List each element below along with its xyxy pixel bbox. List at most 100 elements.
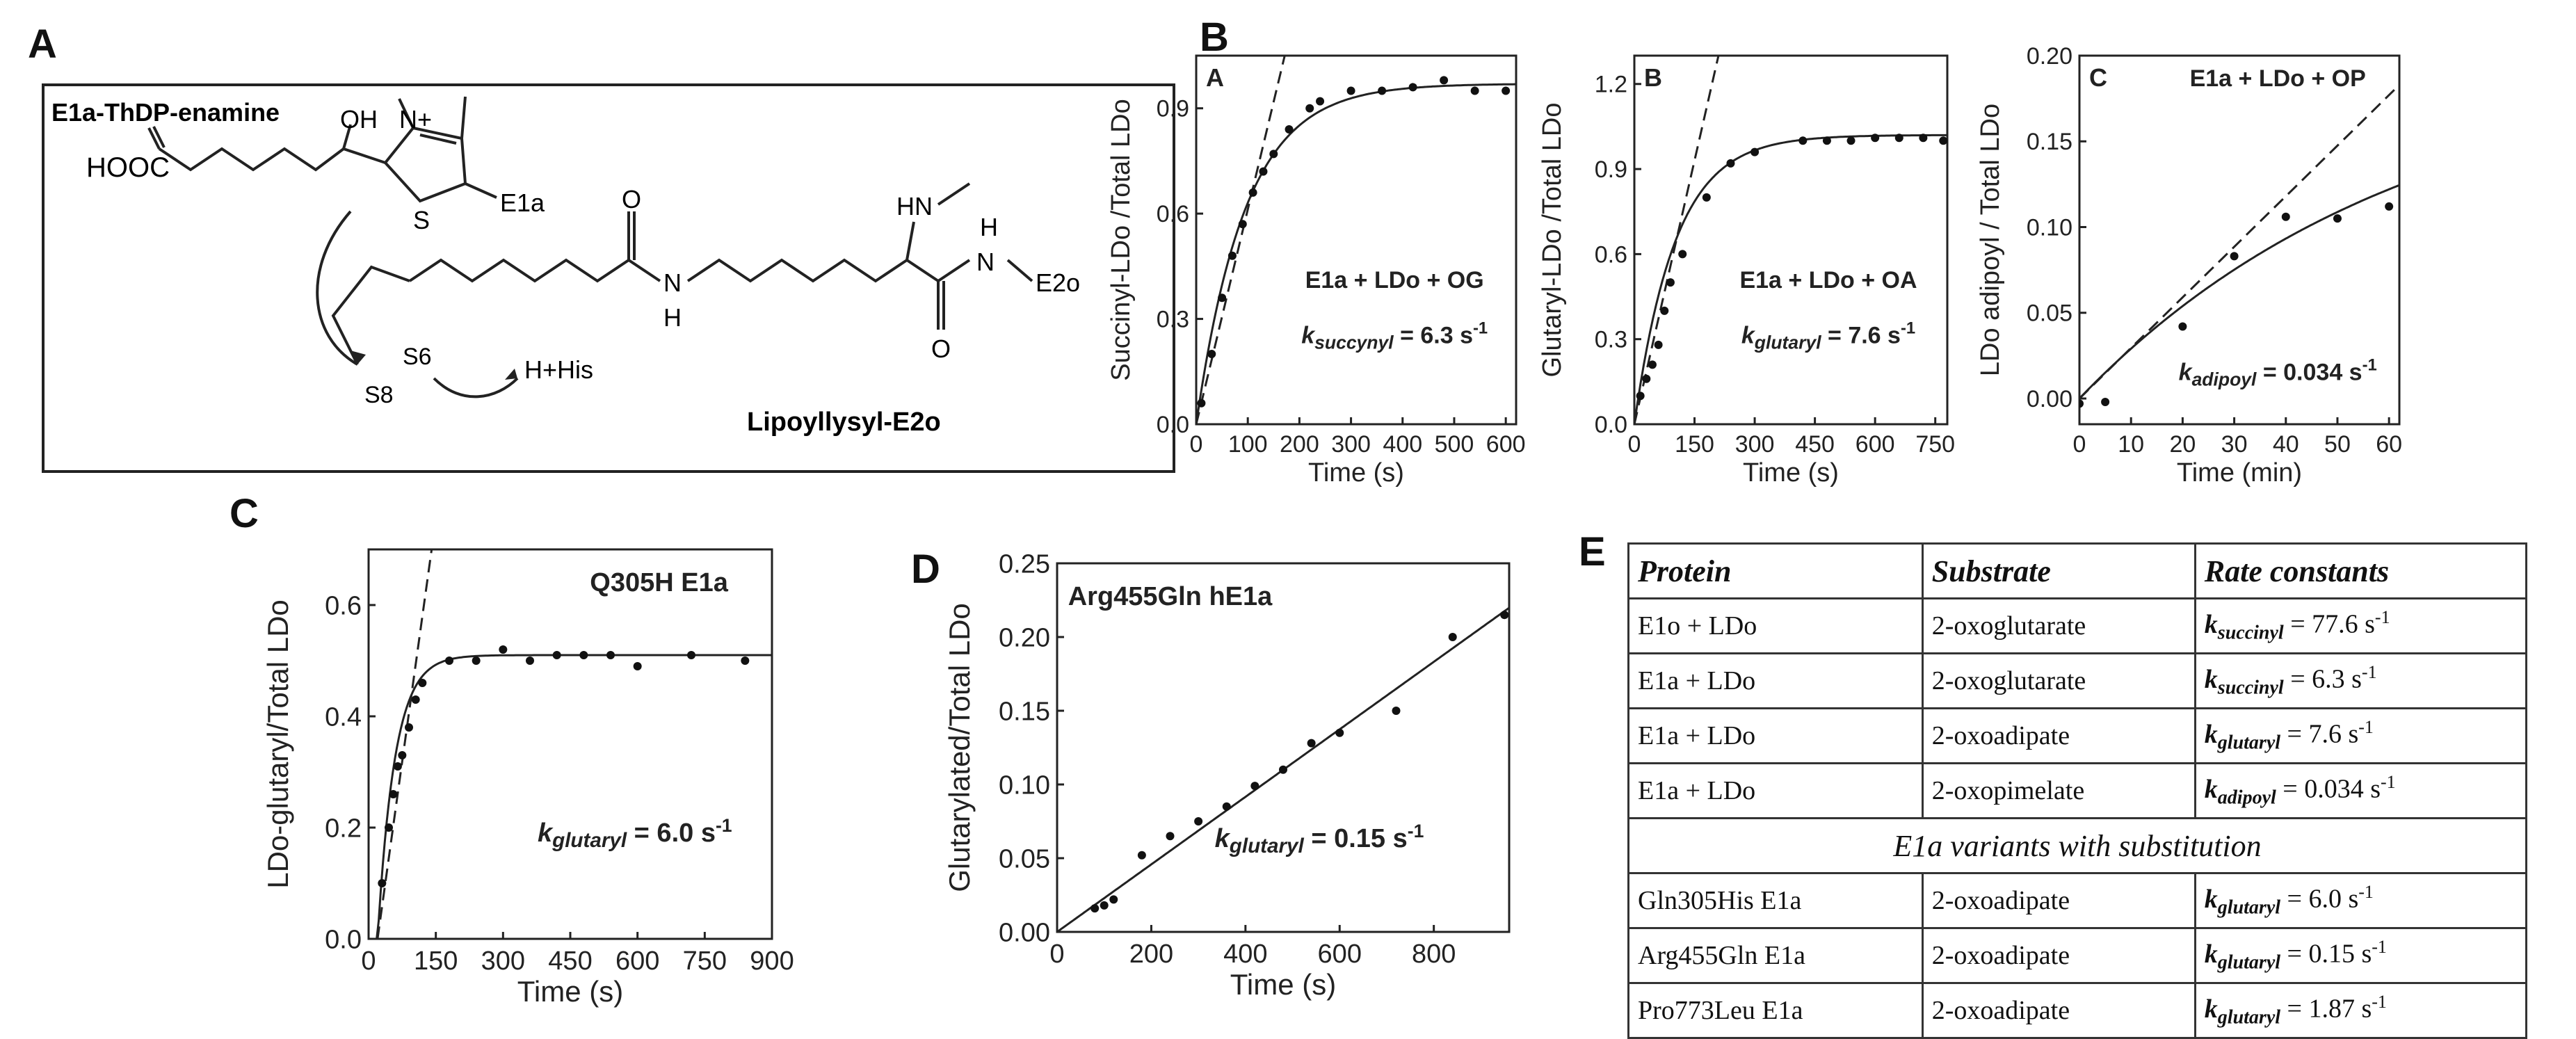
fit-curve xyxy=(2079,184,2399,400)
k-value: = 77.6 s xyxy=(2283,610,2375,640)
rate-annotation: kglutaryl = 7.6 s-1 xyxy=(1741,319,1915,353)
data-point xyxy=(445,657,453,665)
x-axis-label: Time (s) xyxy=(517,975,623,1008)
x-axis-label: Time (s) xyxy=(1230,968,1336,1001)
data-point xyxy=(1500,611,1509,620)
x-tick-label: 500 xyxy=(1435,431,1474,458)
x-tick-label: 200 xyxy=(1129,940,1173,969)
k-symbol: ksuccinyl xyxy=(2204,610,2284,644)
k-value: = 6.3 s xyxy=(2283,665,2362,695)
k-exponent: -1 xyxy=(2358,717,2374,738)
mech-n: N xyxy=(663,268,682,297)
data-point xyxy=(1269,150,1278,159)
data-point xyxy=(1250,782,1259,791)
rate-constant-cell: kglutaryl = 0.15 s-1 xyxy=(2193,927,2528,984)
data-point xyxy=(1248,188,1257,197)
data-point xyxy=(1636,392,1645,401)
y-tick-label: 0.10 xyxy=(999,771,1050,800)
mech-s6: S6 xyxy=(403,344,432,370)
rate-k-subscript: succynyl xyxy=(1314,332,1394,353)
rate-annotation: kglutaryl = 0.15 s-1 xyxy=(1215,821,1424,857)
data-point xyxy=(1894,134,1903,143)
mech-his: H+His xyxy=(524,355,593,384)
fit-curve xyxy=(369,654,772,939)
data-point xyxy=(1408,83,1417,92)
plot-frame xyxy=(1195,54,1518,426)
data-point xyxy=(2385,202,2394,211)
substrate-cell: 2-oxoglutarate xyxy=(1921,652,2196,709)
y-tick-label: 0.0 xyxy=(325,925,362,954)
x-tick-label: 0 xyxy=(361,947,376,976)
y-tick-label: 0.00 xyxy=(2027,386,2072,412)
k-exponent: -1 xyxy=(2381,772,2396,793)
data-point xyxy=(579,651,588,659)
data-point xyxy=(1939,136,1947,145)
x-tick-label: 150 xyxy=(1675,431,1714,458)
x-tick-label: 150 xyxy=(414,947,458,976)
table-span-row: E1a variants with substitution xyxy=(1627,817,2527,874)
rate-k-exponent: -1 xyxy=(1473,319,1488,337)
rate-constant-cell: kadipoyl = 0.034 s-1 xyxy=(2193,762,2528,819)
data-point xyxy=(411,695,420,704)
rate-constants-table: Protein Substrate Rate constants E1o + L… xyxy=(1627,542,2528,1039)
protein-cell: Gln305His E1a xyxy=(1627,872,1924,929)
mechanism-structure: E1a-ThDP-enamine HOOC OH N+ S E1a O N H … xyxy=(51,96,1080,437)
rate-k-value: = 6.0 s xyxy=(627,819,716,848)
protein-cell: E1o + LDo xyxy=(1627,597,1924,654)
table-row: Pro773Leu E1a 2-oxoadipate kglutaryl = 1.8… xyxy=(1627,982,2528,1039)
y-tick-label: 0.3 xyxy=(1157,306,1189,332)
y-tick-label: 0.2 xyxy=(325,814,362,843)
chart-b3-adipoyl: 0 10 20 30 40 50 60 0.00 0.05 0.10 0.15 0.20 Time (m… xyxy=(1976,43,2402,488)
data-point xyxy=(1648,360,1657,369)
k-symbol: kglutaryl xyxy=(2204,720,2281,754)
x-tick-label: 450 xyxy=(548,947,592,976)
data-point xyxy=(1678,250,1687,259)
substrate-cell: 2-oxoadipate xyxy=(1921,707,2196,764)
condition-annotation: Arg455Gln hE1a xyxy=(1068,582,1273,611)
data-point xyxy=(687,651,695,659)
initial-rate-tangent xyxy=(2079,84,2399,400)
y-tick-label: 0.15 xyxy=(2027,129,2072,155)
data-point xyxy=(2079,399,2084,408)
data-point xyxy=(2281,212,2290,221)
mech-n2: N xyxy=(976,248,995,276)
mechanism-acyl-chain xyxy=(158,147,345,172)
panel-label-b: B xyxy=(1200,15,1229,60)
data-point xyxy=(1194,817,1203,825)
data-point xyxy=(1259,167,1268,176)
plot-frame xyxy=(1633,54,1949,426)
y-axis-label: LDo-glutaryl/Total LDo xyxy=(264,599,294,889)
rate-k-subscript: adipoyl xyxy=(2192,369,2257,389)
k-value: = 1.87 s xyxy=(2280,994,2372,1024)
k-exponent: -1 xyxy=(2374,607,2390,628)
data-point xyxy=(633,662,642,670)
y-tick-label: 0.15 xyxy=(999,697,1050,726)
mech-nh: H xyxy=(980,213,998,241)
data-point xyxy=(1090,904,1100,913)
data-point xyxy=(1666,278,1675,287)
data-point xyxy=(1502,86,1511,95)
y-tick-label: 0.20 xyxy=(2027,43,2072,70)
mech-s: S xyxy=(413,206,430,234)
data-point xyxy=(1448,633,1457,641)
x-axis-label: Time (min) xyxy=(2177,458,2302,488)
data-point xyxy=(378,879,387,887)
chart-d-arg455gln: 0 200 400 600 800 0.00 0.05 0.10 0.15 0.20 0.25 Tim… xyxy=(946,549,1511,1001)
enamine-label: E1a-ThDP-enamine xyxy=(51,98,280,127)
data-point xyxy=(1660,306,1669,315)
rate-k-symbol: k xyxy=(1215,824,1231,853)
data-point xyxy=(1702,193,1711,202)
x-tick-label: 450 xyxy=(1795,431,1835,458)
x-tick-label: 750 xyxy=(683,947,727,976)
x-tick-label: 600 xyxy=(1486,431,1526,458)
variants-heading: E1a variants with substitution xyxy=(1627,817,2527,874)
header-substrate: Substrate xyxy=(1921,542,2196,599)
x-tick-label: 300 xyxy=(1331,431,1371,458)
data-point xyxy=(1654,340,1663,349)
rate-k-value: = 6.3 s xyxy=(1394,322,1473,348)
data-point xyxy=(499,645,508,654)
rate-constant-cell: ksuccinyl = 77.6 s-1 xyxy=(2193,597,2528,654)
data-point xyxy=(1100,901,1109,910)
y-tick-label: 0.6 xyxy=(1157,201,1189,227)
x-axis-label: Time (s) xyxy=(1743,458,1839,488)
